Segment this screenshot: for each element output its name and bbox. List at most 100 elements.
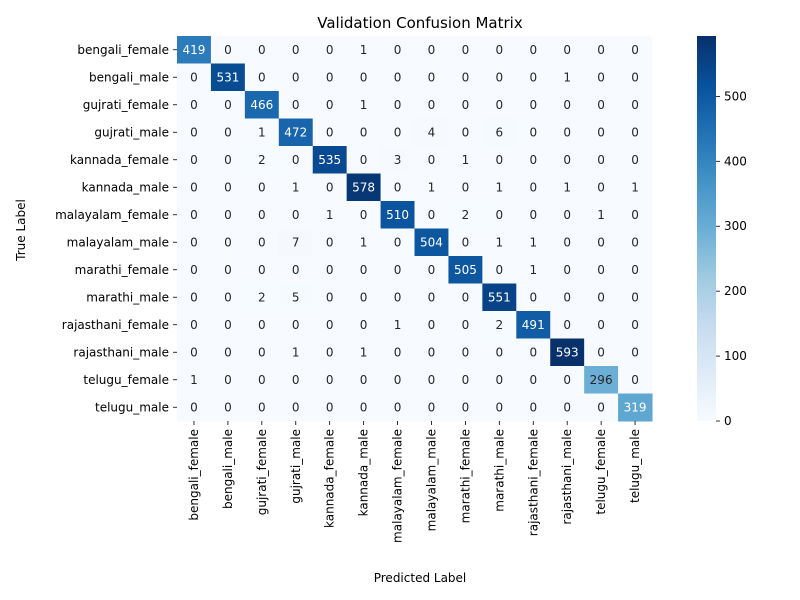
colorbar-tick-label: 200: [724, 284, 747, 298]
heatmap-cell: [380, 393, 416, 422]
heatmap-cell: [346, 201, 382, 229]
x-tick-label: marathi_male: [492, 429, 506, 512]
heatmap-cell: [312, 146, 348, 174]
heatmap-cell: [177, 91, 212, 119]
heatmap-cell: [584, 311, 619, 339]
heatmap-cell: [550, 393, 585, 422]
cell-value-label: 0: [292, 400, 300, 414]
cell-value-label: 0: [529, 290, 537, 304]
y-tick-label: malayalam_female: [55, 208, 169, 222]
heatmap-cell: [516, 146, 551, 174]
cell-value-label: 0: [428, 318, 436, 332]
heatmap-cell: [414, 146, 449, 174]
heatmap-cell: [346, 63, 382, 92]
cell-value-label: 0: [529, 70, 537, 84]
cell-value-label: 0: [631, 290, 639, 304]
cell-value-label: 4: [428, 125, 436, 139]
cell-value-label: 0: [258, 373, 266, 387]
colorbar-tick-label: 300: [724, 219, 747, 233]
heatmap-cell: [210, 311, 246, 339]
cell-value-label: 531: [216, 70, 239, 84]
cell-value-label: 0: [631, 345, 639, 359]
cell-value-label: 0: [224, 373, 232, 387]
heatmap-cell: [482, 146, 517, 174]
cell-value-label: 0: [394, 43, 402, 57]
heatmap-cell: [516, 393, 551, 422]
cell-value-label: 0: [462, 290, 470, 304]
heatmap-cell: [584, 173, 619, 202]
heatmap-cell: [550, 91, 585, 119]
heatmap-cell: [244, 256, 280, 284]
cell-value-label: 2: [258, 153, 266, 167]
cell-value-label: 0: [631, 70, 639, 84]
x-tick-label: gujrati_female: [255, 429, 269, 515]
cell-value-label: 1: [428, 180, 436, 194]
cell-value-label: 1: [631, 180, 639, 194]
heatmap-cell: [618, 256, 653, 284]
cell-value-label: 0: [360, 318, 368, 332]
cell-value-label: 0: [224, 400, 232, 414]
cell-value-label: 0: [258, 208, 266, 222]
cell-value-label: 0: [258, 318, 266, 332]
heatmap-cell: [516, 36, 551, 64]
cell-value-label: 0: [326, 345, 334, 359]
cell-value-label: 0: [292, 98, 300, 112]
heatmap-cell: [244, 283, 280, 312]
cell-value-label: 0: [360, 373, 368, 387]
heatmap-cell: [584, 393, 619, 422]
y-tick-label: gujrati_male: [94, 125, 169, 139]
cell-value-label: 504: [420, 235, 443, 249]
cell-value-label: 0: [224, 153, 232, 167]
heatmap-cell: [448, 201, 483, 229]
heatmap-cell: [448, 311, 483, 339]
heatmap-cell: [618, 366, 653, 394]
heatmap-cell: [312, 311, 348, 339]
cell-value-label: 0: [224, 43, 232, 57]
heatmap-cell: [312, 173, 348, 202]
cell-value-label: 0: [563, 373, 571, 387]
heatmap-cell: [177, 118, 212, 147]
cell-value-label: 593: [556, 345, 579, 359]
cell-value-label: 0: [394, 373, 402, 387]
heatmap-cell: [177, 36, 212, 64]
heatmap-cell: [380, 283, 416, 312]
heatmap-cell: [346, 91, 382, 119]
heatmap-cell: [516, 228, 551, 257]
heatmap-cell: [584, 118, 619, 147]
cell-value-label: 0: [529, 373, 537, 387]
heatmap-cell: [550, 63, 585, 92]
cell-value-label: 0: [190, 290, 198, 304]
heatmap-cell: [448, 173, 483, 202]
cell-value-label: 0: [496, 208, 504, 222]
heatmap-cell: [482, 63, 517, 92]
heatmap-cell: [482, 338, 517, 367]
heatmap-cell: [380, 311, 416, 339]
heatmap-cell: [584, 283, 619, 312]
heatmap-cell: [312, 63, 348, 92]
cell-value-label: 0: [597, 263, 605, 277]
x-tick-label: marathi_female: [458, 429, 472, 523]
heatmap-cell: [584, 36, 619, 64]
heatmap-cell: [482, 311, 517, 339]
y-axis-label: True Label: [14, 199, 28, 262]
heatmap-cell: [210, 283, 246, 312]
heatmap-cell: [278, 311, 314, 339]
cell-value-label: 0: [563, 125, 571, 139]
cell-value-label: 1: [360, 43, 368, 57]
heatmap-cell: [482, 36, 517, 64]
cell-value-label: 0: [496, 153, 504, 167]
heatmap-cell: [448, 338, 483, 367]
cell-value-label: 0: [326, 235, 334, 249]
cell-value-label: 0: [190, 153, 198, 167]
heatmap-cell: [516, 201, 551, 229]
cell-value-label: 0: [258, 400, 266, 414]
cell-value-label: 466: [250, 98, 273, 112]
heatmap-cell: [244, 118, 280, 147]
x-tick-labels: bengali_female bengali_male gujrati_female…: [187, 421, 642, 543]
cell-value-label: 0: [224, 290, 232, 304]
heatmap-cell: [346, 366, 382, 394]
heatmap-cell: [448, 366, 483, 394]
cell-value-label: 0: [529, 180, 537, 194]
cell-value-label: 0: [496, 345, 504, 359]
heatmap-cell: [210, 201, 246, 229]
